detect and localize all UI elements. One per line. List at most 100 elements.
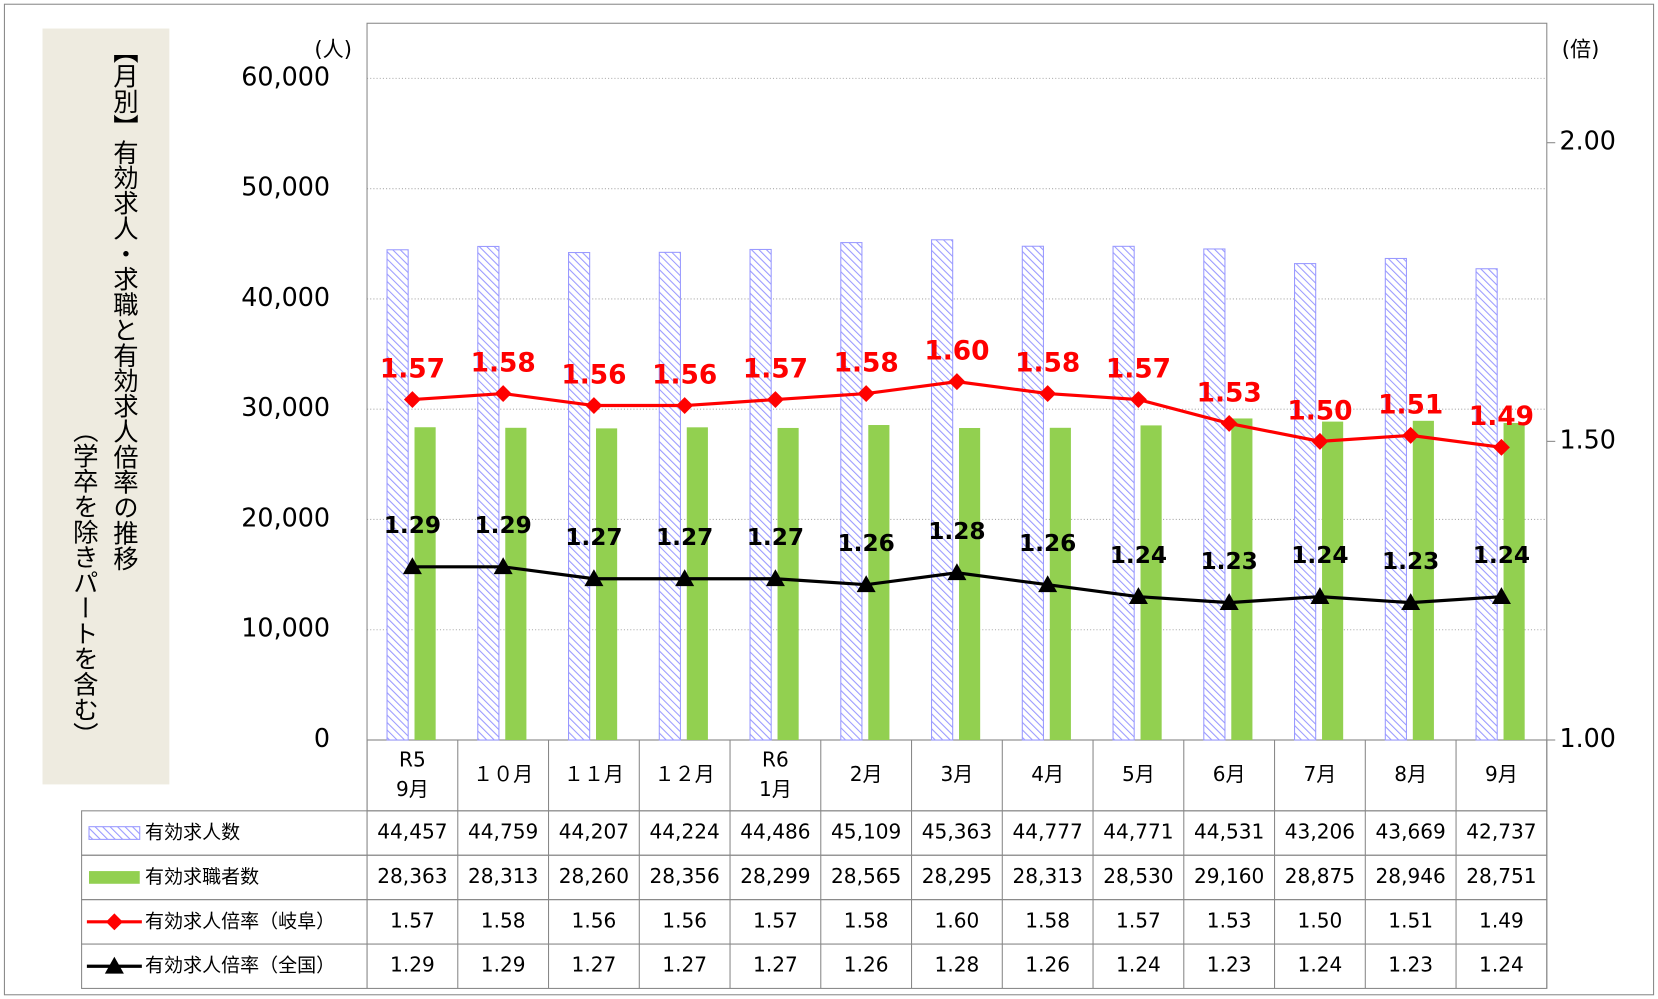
- table-value: 1.29: [481, 953, 526, 977]
- bar: [840, 242, 863, 741]
- data-label: 1.50: [1287, 395, 1352, 426]
- table-value: 45,363: [922, 820, 992, 844]
- table-value: 1.50: [1298, 908, 1343, 932]
- marker: [1220, 414, 1238, 432]
- bar: [568, 252, 591, 741]
- data-label: 1.58: [834, 347, 899, 378]
- x-tick-label: 8月: [1394, 762, 1427, 786]
- data-label: 1.53: [1197, 377, 1262, 408]
- table-value: 1.51: [1388, 908, 1433, 932]
- x-tick-label: 7月: [1303, 762, 1336, 786]
- legend-label: 有効求人倍率（全国）: [145, 955, 335, 977]
- data-label: 1.23: [1200, 548, 1257, 575]
- bar: [1412, 420, 1434, 740]
- marker: [403, 391, 421, 409]
- bar: [1231, 418, 1253, 740]
- table-value: 1.56: [662, 908, 707, 932]
- table-value: 1.56: [572, 908, 617, 932]
- table-value: 1.26: [1025, 953, 1070, 977]
- table-value: 1.58: [481, 908, 526, 932]
- bar: [1021, 245, 1044, 741]
- data-label: 1.27: [656, 524, 713, 551]
- bar: [1322, 421, 1344, 740]
- table-value: 28,313: [1013, 864, 1083, 888]
- y2-tick-label: 2.00: [1559, 126, 1615, 156]
- bar: [1049, 427, 1071, 740]
- table-value: 1.57: [1116, 908, 1161, 932]
- legend-swatch: [88, 826, 141, 840]
- x-tick-label: R5 9月: [396, 747, 429, 801]
- y-unit: (人): [314, 37, 352, 62]
- bar: [1203, 248, 1226, 741]
- bar: [414, 427, 436, 740]
- bar: [931, 239, 954, 741]
- marker: [494, 385, 512, 403]
- table-value: 1.27: [753, 953, 798, 977]
- x-tick-label: 5月: [1122, 762, 1155, 786]
- marker: [675, 569, 695, 587]
- table-value: 1.23: [1207, 953, 1252, 977]
- bar: [1140, 425, 1162, 740]
- table-value: 1.27: [572, 953, 617, 977]
- table-value: 1.58: [844, 908, 889, 932]
- marker: [1038, 575, 1058, 593]
- chart-subtitle: （学卒を除きパートを含む）: [70, 418, 100, 748]
- marker: [402, 557, 422, 575]
- table-value: 1.58: [1025, 908, 1070, 932]
- data-label: 1.28: [928, 518, 985, 545]
- data-label: 1.60: [924, 336, 989, 367]
- table-value: 28,565: [831, 864, 901, 888]
- data-label: 1.57: [380, 353, 445, 384]
- table-value: 28,295: [922, 864, 992, 888]
- bar: [477, 245, 500, 741]
- table-value: 28,363: [377, 864, 447, 888]
- y-tick-label: 60,000: [241, 61, 330, 91]
- y2-tick-label: 1.00: [1559, 723, 1615, 753]
- bar: [1475, 268, 1498, 741]
- bar: [749, 248, 772, 741]
- frame: [3, 3, 1655, 996]
- legend-swatch: [89, 871, 140, 884]
- x-tick-label: 3月: [940, 762, 973, 786]
- table-value: 44,486: [740, 820, 810, 844]
- marker: [1491, 587, 1511, 605]
- table-value: 28,751: [1466, 864, 1536, 888]
- bar: [596, 428, 618, 740]
- chart-title: 【月別】有効求人・求職と有効求人倍率の推移: [110, 38, 140, 571]
- marker: [1219, 593, 1239, 611]
- table-value: 42,737: [1466, 820, 1536, 844]
- y-tick-label: 50,000: [241, 172, 330, 202]
- data-label: 1.57: [1106, 353, 1171, 384]
- table-value: 1.24: [1116, 953, 1161, 977]
- marker: [947, 563, 967, 581]
- bar: [1112, 245, 1135, 741]
- table-value: 44,531: [1194, 820, 1264, 844]
- data-label: 1.27: [747, 524, 804, 551]
- legend-marker: [105, 913, 123, 931]
- y-tick-label: 40,000: [241, 282, 330, 312]
- table-value: 1.24: [1298, 953, 1343, 977]
- table-value: 1.49: [1479, 908, 1524, 932]
- data-label: 1.26: [1019, 530, 1076, 557]
- marker: [676, 397, 694, 414]
- y-tick-label: 20,000: [241, 502, 330, 532]
- data-label: 1.58: [471, 347, 536, 378]
- table-value: 28,356: [650, 864, 720, 888]
- bar: [686, 427, 708, 740]
- legend-marker: [104, 956, 124, 974]
- table-value: 45,109: [831, 820, 901, 844]
- marker: [765, 569, 785, 587]
- y-tick-label: 10,000: [241, 613, 330, 643]
- table-value: 1.28: [935, 953, 980, 977]
- table-value: 28,299: [740, 864, 810, 888]
- x-tick-label: 9月: [1485, 762, 1518, 786]
- data-label: 1.27: [565, 524, 622, 551]
- y2-unit: (倍): [1562, 37, 1600, 62]
- bar: [959, 427, 981, 740]
- table-value: 43,669: [1376, 820, 1446, 844]
- table-value: 1.53: [1207, 908, 1252, 932]
- marker: [856, 575, 876, 593]
- table-value: 1.60: [935, 908, 980, 932]
- table-value: 28,530: [1103, 864, 1173, 888]
